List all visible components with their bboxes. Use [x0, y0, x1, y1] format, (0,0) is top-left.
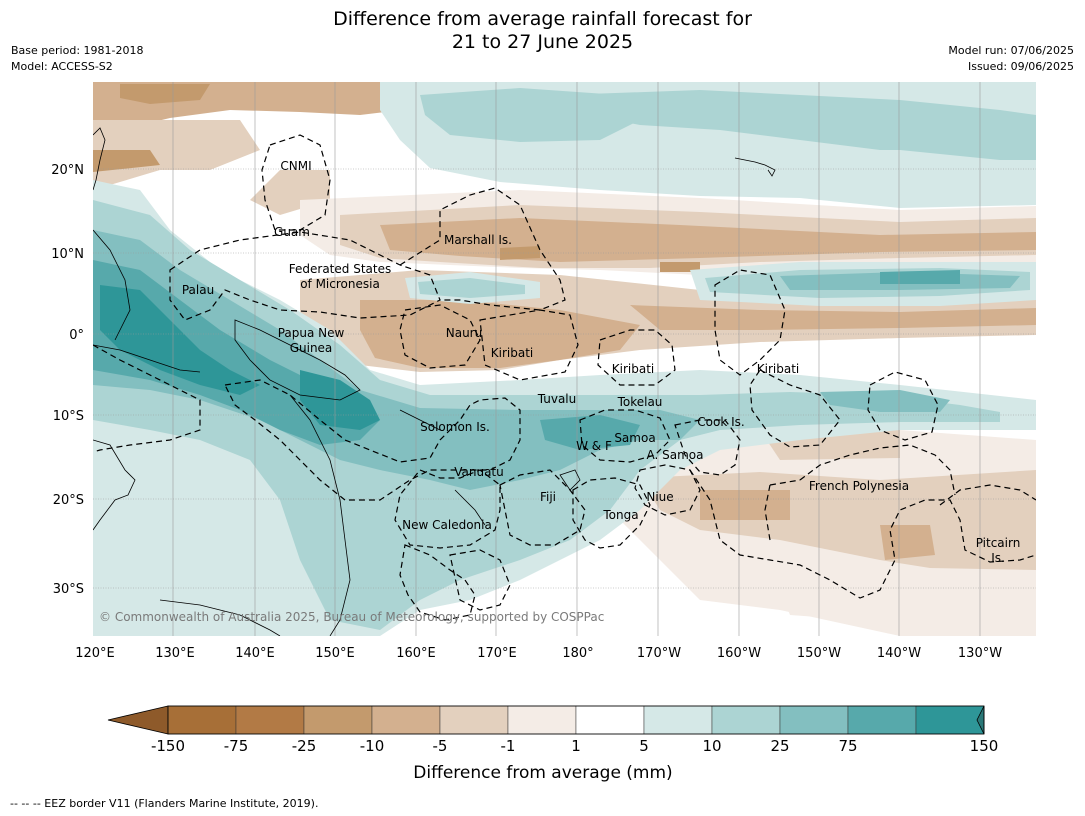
- colorbar-segment: [915, 705, 985, 735]
- lon-label: 150°W: [797, 646, 841, 661]
- place-labels: CNMI Guam Marshall Is. Federated States …: [182, 159, 1020, 565]
- lon-label: 140°E: [235, 646, 275, 661]
- colorbar-under-arrow: [107, 705, 169, 735]
- model-name: Model: ACCESS-S2: [11, 60, 113, 73]
- label-niue: Niue: [646, 490, 673, 504]
- colorbar-frame: [167, 705, 985, 735]
- colorbar-tick-label: -150: [151, 737, 185, 755]
- label-fsm-line1: Federated States: [289, 262, 391, 276]
- label-palau: Palau: [182, 283, 214, 297]
- label-solomon-islands: Solomon Is.: [420, 420, 490, 434]
- colorbar-tick-label: 150: [970, 737, 999, 755]
- colorbar-tick-label: -1: [501, 737, 516, 755]
- colorbar-title: Difference from average (mm): [413, 763, 672, 783]
- lon-label: 130°E: [155, 646, 195, 661]
- colorbar-segment: [847, 705, 917, 735]
- colorbar-segment: [507, 705, 577, 735]
- label-kiribati-east: Kiribati: [757, 362, 799, 376]
- colorbar-segment: [643, 705, 713, 735]
- lat-label: 10°N: [51, 247, 84, 262]
- colorbar-tick-label: -10: [360, 737, 385, 755]
- label-png-line1: Papua New: [278, 326, 345, 340]
- label-tokelau: Tokelau: [617, 395, 663, 409]
- colorbar-tick-label: 75: [838, 737, 857, 755]
- label-nauru: Nauru: [446, 326, 482, 340]
- colorbar-tick-label: -25: [292, 737, 317, 755]
- lon-label: 160°E: [396, 646, 436, 661]
- copyright-notice: © Commonwealth of Australia 2025, Bureau…: [99, 610, 604, 624]
- label-french-polynesia: French Polynesia: [809, 479, 909, 493]
- label-kiribati-central: Kiribati: [612, 362, 654, 376]
- graticule: [93, 82, 1036, 636]
- lat-label: 30°S: [53, 582, 84, 597]
- label-marshall-islands: Marshall Is.: [444, 233, 512, 247]
- lon-label: 130°W: [958, 646, 1002, 661]
- chart-title-line1: Difference from average rainfall forecas…: [333, 8, 752, 30]
- colorbar-tick-label: 5: [639, 737, 649, 755]
- colorbar-segment: [575, 705, 645, 735]
- label-cnmi: CNMI: [280, 159, 311, 173]
- lon-label: 160°W: [717, 646, 761, 661]
- issued-date: Issued: 09/06/2025: [967, 60, 1074, 73]
- chart-title-line2: 21 to 27 June 2025: [451, 31, 634, 53]
- eez-borders: [93, 134, 1036, 621]
- colorbar-tick-label: -5: [433, 737, 448, 755]
- label-fsm-line2: of Micronesia: [300, 277, 380, 291]
- label-new-caledonia: New Caledonia: [402, 518, 492, 532]
- eez-legend-note: -- -- -- EEZ border V11 (Flanders Marine…: [10, 797, 319, 810]
- lon-label: 170°W: [637, 646, 681, 661]
- lat-label: 10°S: [53, 409, 84, 424]
- lat-label: 20°S: [53, 493, 84, 508]
- label-pitcairn-line1: Pitcairn: [976, 536, 1021, 550]
- colorbar-segment: [167, 705, 237, 735]
- lon-label: 140°W: [877, 646, 921, 661]
- label-fiji: Fiji: [540, 490, 556, 504]
- lat-label: 0°: [69, 328, 84, 343]
- lon-label: 150°E: [315, 646, 355, 661]
- rainfall-anomaly-map: CNMI Guam Marshall Is. Federated States …: [93, 82, 1036, 636]
- lat-label: 20°N: [51, 163, 84, 178]
- colorbar-tick-label: 25: [770, 737, 789, 755]
- colorbar-tick-label: 10: [702, 737, 721, 755]
- coastlines: [93, 127, 776, 636]
- lon-label: 120°E: [75, 646, 115, 661]
- label-cook-islands: Cook Is.: [697, 415, 744, 429]
- lon-label: 170°E: [477, 646, 517, 661]
- label-kiribati-west: Kiribati: [491, 346, 533, 360]
- latitude-labels: 20°N 10°N 0° 10°S 20°S 30°S: [51, 163, 84, 597]
- colorbar-segment: [779, 705, 849, 735]
- label-tuvalu: Tuvalu: [537, 392, 577, 406]
- colorbar-segment: [439, 705, 509, 735]
- colorbar-segment: [711, 705, 781, 735]
- colorbar-segment: [371, 705, 441, 735]
- colorbar-tick-label: 1: [571, 737, 581, 755]
- label-vanuatu: Vanuatu: [454, 465, 504, 479]
- colorbar-segment: [235, 705, 305, 735]
- colorbar-segment: [303, 705, 373, 735]
- label-png-line2: Guinea: [290, 341, 333, 355]
- base-period: Base period: 1981-2018: [11, 44, 144, 57]
- colorbar-tick-label: -75: [224, 737, 249, 755]
- lon-label: 180°: [562, 646, 593, 661]
- label-american-samoa: A. Samoa: [647, 448, 704, 462]
- colorbar: -150 -75 -25 -10 -5 -1 1 5 10 25 75 150: [107, 705, 999, 755]
- label-guam: Guam: [274, 225, 310, 239]
- longitude-labels: 120°E 130°E 140°E 150°E 160°E 170°E 180°…: [75, 646, 1002, 661]
- label-samoa: Samoa: [614, 431, 655, 445]
- label-tonga: Tonga: [602, 508, 638, 522]
- model-run: Model run: 07/06/2025: [948, 44, 1074, 57]
- label-wallis-futuna: W & F: [576, 439, 612, 453]
- label-pitcairn-line2: Is.: [991, 551, 1005, 565]
